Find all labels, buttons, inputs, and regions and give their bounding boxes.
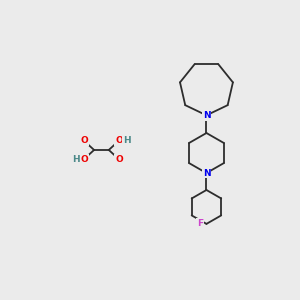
Text: O: O — [80, 155, 88, 164]
Text: O: O — [115, 136, 123, 145]
Text: F: F — [197, 219, 203, 228]
Text: H: H — [123, 136, 130, 145]
Text: O: O — [80, 136, 88, 145]
Text: O: O — [115, 155, 123, 164]
Text: N: N — [202, 169, 210, 178]
Text: H: H — [72, 155, 80, 164]
Text: N: N — [202, 111, 210, 120]
